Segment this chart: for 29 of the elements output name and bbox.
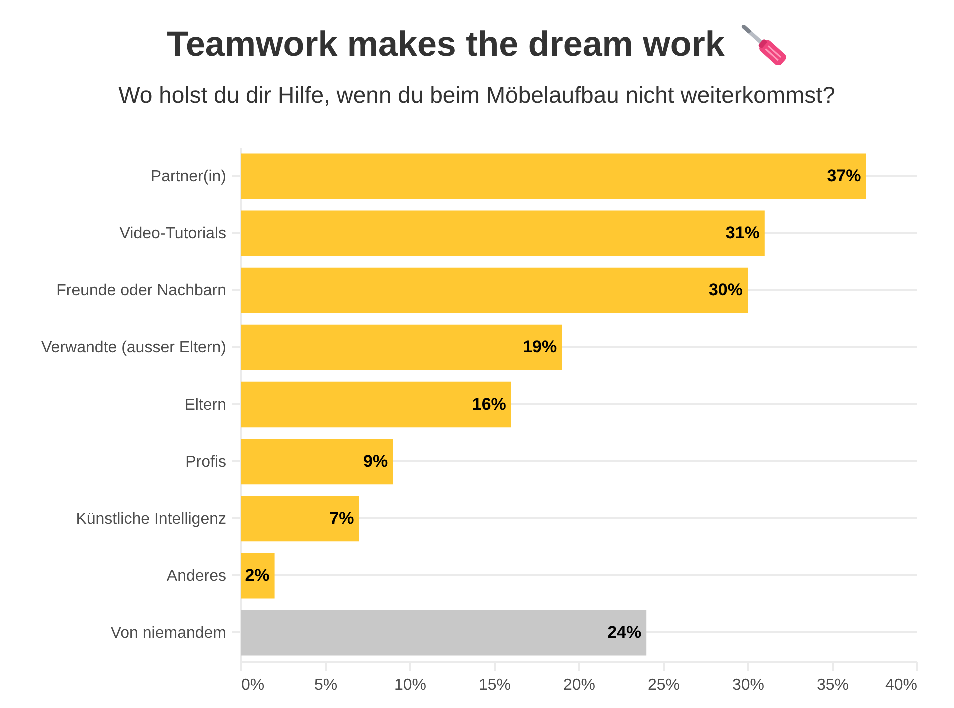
data-label: 30% — [708, 280, 743, 300]
x-tick-label: 30% — [732, 677, 765, 694]
y-tick-label: Profis — [186, 454, 226, 471]
data-label: 9% — [364, 452, 388, 471]
y-tick-label: Partner(in) — [150, 168, 226, 186]
x-tick-label: 35% — [816, 677, 850, 694]
y-tick-label: Künstliche Intelligenz — [76, 510, 226, 528]
x-tick-label: 25% — [648, 677, 680, 694]
x-tick-label: 20% — [563, 677, 596, 694]
y-tick-label: Video-Tutorials — [120, 226, 226, 243]
y-tick-label: Von niemandem — [110, 624, 226, 642]
x-tick-label: 5% — [314, 677, 338, 694]
y-tick-label: Verwandte (ausser Eltern) — [42, 340, 226, 357]
x-tick-label: 10% — [394, 677, 427, 694]
chart-subtitle: Wo holst du dir Hilfe, wenn du beim Möbelaufbau nicht weiterkommst? — [118, 82, 836, 109]
data-label: 16% — [472, 394, 506, 414]
x-tick-label: 40% — [885, 677, 918, 694]
data-label: 31% — [726, 224, 760, 243]
data-label: 2% — [245, 566, 270, 585]
y-tick-label: Freunde oder Nachbarn — [56, 282, 226, 300]
data-label: 7% — [330, 508, 354, 528]
data-label: 37% — [827, 166, 862, 186]
data-label: 24% — [608, 622, 642, 642]
chart-title: Teamwork makes the dream work — [167, 25, 725, 65]
y-tick-label: Anderes — [166, 568, 226, 585]
data-label: 19% — [523, 338, 558, 357]
x-tick-label: 0% — [242, 677, 265, 694]
x-tick-label: 15% — [478, 677, 512, 694]
y-tick-label: Eltern — [184, 396, 226, 414]
